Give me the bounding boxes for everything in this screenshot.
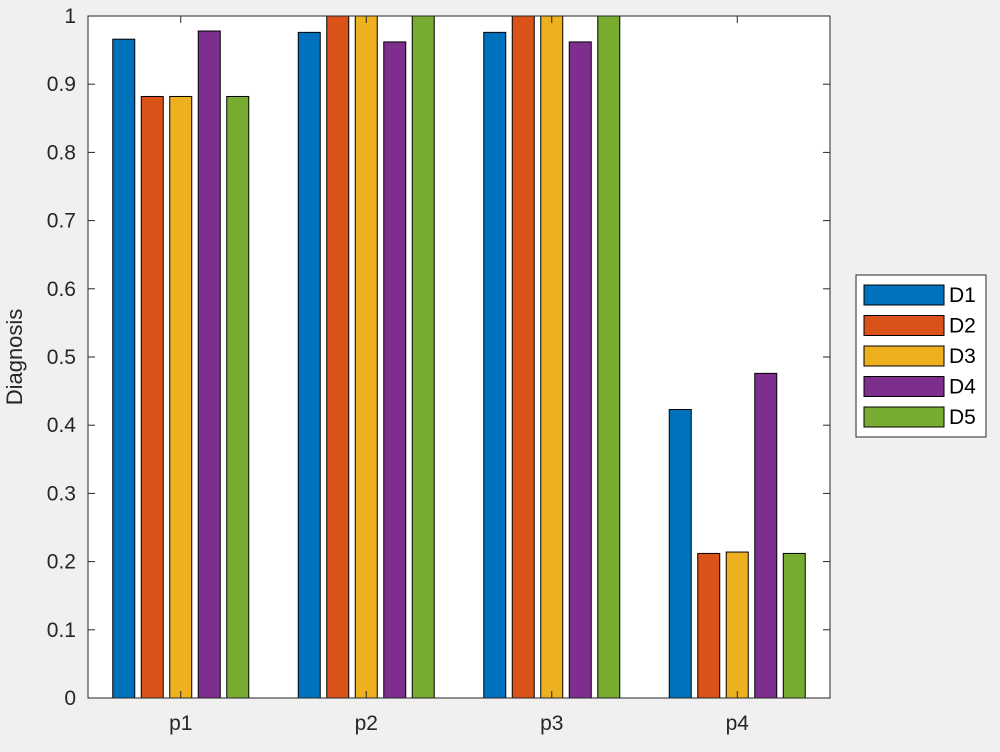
legend-label-d5: D5 [949,406,976,429]
legend-label-d4: D4 [949,376,976,399]
bar-d2-p4 [697,552,721,699]
y-tick-label: 1 [64,5,76,28]
legend-swatch-d5 [863,406,945,428]
bar-d1-p3 [483,31,507,699]
y-tick-label: 0.2 [47,551,76,574]
legend-label-d3: D3 [949,345,976,368]
y-tick-label: 0.5 [47,346,76,369]
y-tick-label: 0.3 [47,482,76,505]
bar-d4-p1 [197,30,221,699]
legend-swatch-d4 [863,376,945,397]
x-tick-label: p4 [726,712,750,735]
y-tick-label: 0.9 [47,73,76,96]
bar-d5-p1 [226,95,250,699]
legend-swatch-d2 [863,315,945,336]
legend-swatch-d1 [863,284,945,306]
bar-d1-p1 [112,38,136,699]
y-tick-label: 0 [64,687,76,710]
y-tick-label: 0.4 [47,414,77,437]
bar-d1-p4 [668,409,692,699]
bar-d2-p1 [140,95,164,699]
bar-d3-p4 [725,551,749,699]
x-tick-label: p1 [169,712,192,735]
bar-d1-p2 [297,31,321,699]
x-tick-label: p3 [540,712,563,735]
bars-group [112,15,806,699]
bar-d4-p3 [568,41,592,699]
bar-d5-p4 [782,552,806,699]
bar-d2-p2 [326,15,350,699]
y-tick-label: 0.8 [47,141,76,164]
bar-d2-p3 [511,15,535,699]
bar-d4-p4 [754,372,778,699]
legend-label-d1: D1 [949,284,976,307]
legend: D1 D2 D3 D4 D5 [855,274,987,438]
legend-label-d2: D2 [949,315,976,338]
bar-d5-p3 [597,15,621,699]
y-tick-label: 0.7 [47,210,76,233]
y-tick-label: 0.6 [47,278,76,301]
x-axis: p1 p2 p3 p4 [169,16,749,735]
bar-d4-p2 [383,41,407,699]
y-tick-label: 0.1 [47,619,76,642]
bar-d3-p3 [540,15,564,699]
bar-d5-p2 [411,15,435,699]
bar-d3-p1 [169,95,193,699]
bar-d3-p2 [354,15,378,699]
x-tick-label: p2 [355,712,378,735]
y-axis: 0 0.1 0.2 0.3 0.4 0.5 0.6 0.7 0.8 0.9 1 [47,5,830,710]
y-axis-title: Diagnosis [2,309,27,406]
legend-swatch-d3 [863,345,945,367]
